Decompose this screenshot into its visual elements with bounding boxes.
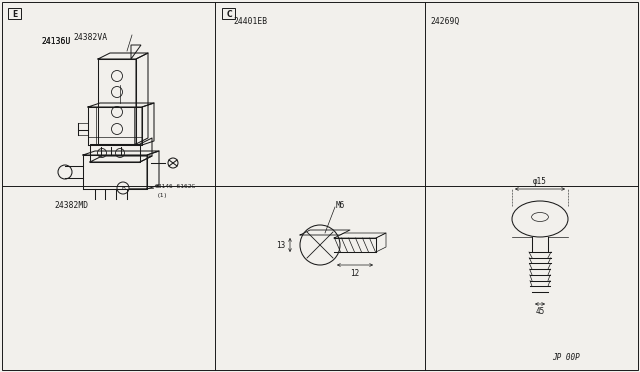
Text: 24136U: 24136U bbox=[42, 37, 71, 46]
Text: 45: 45 bbox=[536, 308, 545, 317]
Text: JP 00P: JP 00P bbox=[552, 353, 579, 362]
Text: 24269Q: 24269Q bbox=[430, 17, 460, 26]
Text: M6: M6 bbox=[336, 201, 345, 209]
Text: 24382MD: 24382MD bbox=[54, 201, 88, 210]
Bar bbox=[222, 8, 236, 19]
Text: (1): (1) bbox=[157, 192, 168, 198]
Text: 12: 12 bbox=[350, 269, 360, 278]
Text: 08146-6162G: 08146-6162G bbox=[155, 183, 196, 189]
Text: C: C bbox=[227, 10, 232, 19]
Text: 13: 13 bbox=[276, 241, 285, 250]
Text: φ15: φ15 bbox=[533, 176, 547, 186]
Text: E: E bbox=[12, 10, 18, 19]
Text: B: B bbox=[121, 186, 125, 190]
Text: 24382VA: 24382VA bbox=[74, 33, 108, 42]
Text: 24136U: 24136U bbox=[42, 37, 71, 46]
Text: 24401EB: 24401EB bbox=[234, 17, 268, 26]
Bar bbox=[8, 8, 21, 19]
